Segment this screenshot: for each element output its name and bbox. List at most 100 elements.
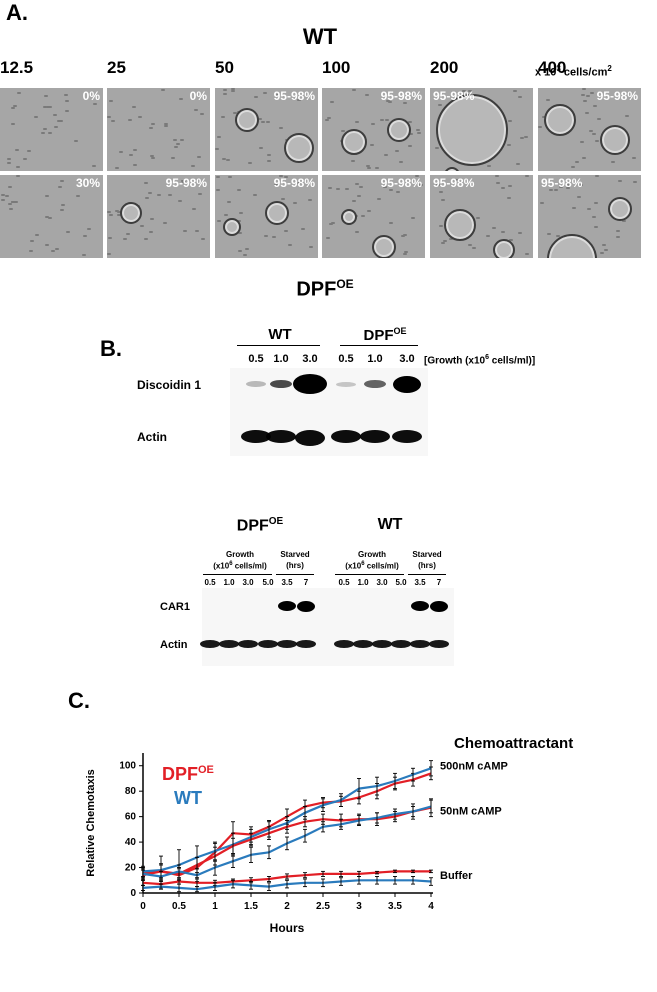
cell-debris (546, 99, 550, 101)
cell-debris (61, 204, 65, 206)
blot1-lane-label: 1.0 (367, 353, 383, 365)
blot1-lane-label: 1.0 (273, 353, 289, 365)
cell-debris (238, 232, 242, 234)
cell-debris (329, 223, 333, 225)
cell-debris (1, 194, 5, 196)
blot2-header-text: Growth (358, 550, 386, 559)
cell-debris (518, 232, 522, 234)
cell-debris (266, 121, 270, 123)
cell-debris (501, 231, 505, 233)
cell-debris (403, 102, 407, 104)
cell-debris (148, 192, 152, 194)
blot2-group-dpf: DPFOE (236, 516, 284, 535)
cell-debris (111, 120, 115, 122)
actin-band (277, 640, 297, 648)
blot1-lane-label: 0.5 (338, 353, 354, 365)
cell-debris (259, 147, 263, 149)
cell-debris (538, 126, 542, 128)
density-label: 200 (430, 58, 459, 77)
blot2-growth-unit: (x106 cells/ml) (205, 561, 275, 571)
cell-debris (357, 195, 361, 197)
blot2-row-actin: Actin (160, 639, 188, 651)
car1-band (411, 601, 429, 611)
legend-wt: WT (174, 788, 202, 808)
cell-debris (258, 118, 262, 120)
cell-debris (496, 182, 500, 184)
actin-band (296, 640, 316, 648)
cell-debris (133, 164, 137, 166)
car1-band (278, 601, 296, 611)
density-unit: x 103 cells/cm2 (535, 64, 612, 79)
blot2-lane-label: 3.5 (281, 578, 293, 587)
cell-debris (272, 236, 276, 238)
cell-debris (198, 193, 202, 195)
cell-debris (7, 158, 11, 160)
cell-debris (622, 220, 626, 222)
cell-debris (351, 160, 355, 162)
cell-debris (487, 165, 491, 167)
actin-band (372, 640, 392, 648)
cell-debris (389, 189, 393, 191)
cell-debris (150, 155, 154, 157)
cell-debris (60, 180, 64, 182)
cell-debris (583, 100, 587, 102)
density-label: 12.5 (0, 58, 34, 77)
growth-unit-sup: 6 (229, 561, 233, 567)
confluence-percent: 95-98% (541, 176, 583, 190)
cell-debris (501, 187, 505, 189)
cell-debris (589, 130, 593, 132)
discoidin-band (364, 380, 386, 388)
cell-debris (27, 150, 31, 152)
confluence-percent: 95-98% (433, 89, 475, 103)
confluence-percent: 95-98% (273, 89, 315, 103)
blot2-header-text: (hrs) (286, 561, 304, 570)
cell-debris (579, 184, 583, 186)
x-tick-label: 2.5 (316, 901, 330, 912)
blot2-lane-label: 0.5 (204, 578, 216, 587)
cell-debris (144, 238, 148, 240)
cell-debris (215, 148, 219, 150)
micrograph: 95-98% (538, 88, 641, 171)
cell-debris (239, 212, 243, 214)
y-tick-label: 0 (130, 888, 136, 899)
cell-debris (267, 154, 271, 156)
cell-debris (327, 117, 331, 119)
cell-debris (359, 186, 363, 188)
actin-band (334, 640, 354, 648)
cell-debris (468, 244, 472, 246)
cell-debris (439, 191, 443, 193)
cell-debris (11, 201, 15, 203)
cell-debris (5, 195, 9, 197)
growth-unit-rest: cells/ml) (364, 561, 399, 571)
confluence-percent: 95-98% (273, 176, 315, 190)
cell-debris (30, 240, 34, 242)
cell-debris (308, 199, 312, 201)
cell-debris (371, 123, 375, 125)
density-label: 400 (538, 58, 567, 77)
cell-debris (65, 100, 69, 102)
cell-debris (383, 186, 387, 188)
blot1-growth-label: [Growth (x106 cells/ml)] (424, 354, 536, 367)
cell-debris (385, 119, 389, 121)
cell-debris (248, 162, 252, 164)
micrograph: 0% (107, 88, 210, 171)
cell-debris (355, 183, 359, 185)
blot2-lane-label: 3.0 (242, 578, 254, 587)
cell-aggregate (387, 118, 411, 142)
cell-debris (126, 233, 130, 235)
cell-debris (520, 137, 524, 139)
growth-unit-sup: 6 (361, 561, 365, 567)
cell-debris (284, 230, 288, 232)
cell-debris (594, 226, 598, 228)
cell-debris (441, 199, 445, 201)
y-tick-label: 20 (125, 863, 137, 874)
cell-debris (117, 214, 121, 216)
cell-debris (217, 136, 221, 138)
cell-debris (44, 95, 48, 97)
actin-band (200, 640, 220, 648)
cell-debris (149, 231, 153, 233)
cell-debris (411, 217, 415, 219)
cell-debris (108, 237, 112, 239)
confluence-percent: 0% (82, 89, 100, 103)
micrograph: 95-98% (538, 175, 641, 258)
